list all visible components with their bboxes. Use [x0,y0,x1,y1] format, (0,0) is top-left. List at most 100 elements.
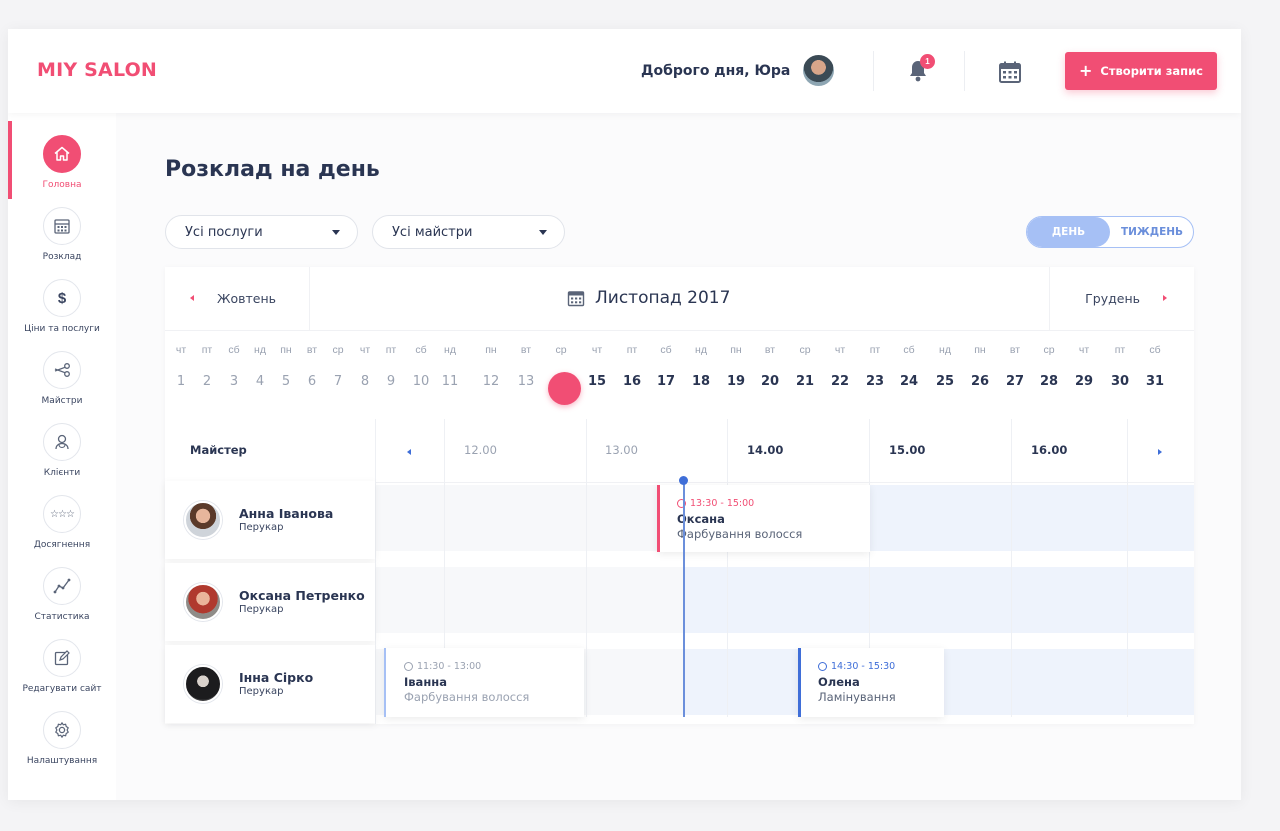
weekday-label: нд [939,344,951,356]
weekday-label: чт [359,344,371,356]
appointment-service: Фарбування волосся [404,690,530,704]
dollar-icon: $ [43,279,81,317]
current-month-label: Листопад 2017 [595,288,731,308]
chevron-left-icon[interactable] [407,449,411,455]
grid-line [1127,419,1128,717]
weekday-label: пт [869,344,881,356]
sidebar-item-prices[interactable]: $ Ціни та послуги [8,279,116,349]
sidebar: Головна Розклад $ Ціни та послуги Майстр… [8,113,116,800]
day-number: 10 [412,374,430,389]
next-month-button[interactable]: Грудень [1049,267,1194,331]
weekday-label: пн [485,344,497,356]
day-number: 4 [255,374,265,389]
masters-filter-select[interactable]: Усі майстри [372,215,565,249]
appointment-card[interactable]: 14:30 - 15:30 Олена Ламінування [798,648,944,717]
sidebar-item-home[interactable]: Головна [8,135,116,205]
weekday-label: пт [385,344,397,356]
sidebar-label: Налаштування [26,756,98,766]
prev-month-label: Жовтень [217,291,276,306]
weekday-label: ср [1043,344,1055,356]
sidebar-item-clients[interactable]: Клієнти [8,423,116,493]
day-number: 7 [333,374,343,389]
master-name: Оксана Петренко [239,588,365,603]
current-time-dot [679,476,688,485]
time-label: 14.00 [747,443,784,457]
appointment-time-text: 14:30 - 15:30 [831,661,896,672]
scissors-icon [43,351,81,389]
day-number: 26 [970,374,990,389]
chevron-right-icon[interactable] [1158,449,1162,455]
master-row[interactable]: Оксана Петренко Перукар [165,563,375,641]
current-month: Листопад 2017 [567,288,730,308]
day-number: 8 [360,374,370,389]
calendar-icon [43,207,81,245]
schedule-card: Жовтень Листопад 2017 Грудень чт 1 пт 2 сб 3 н… [165,267,1194,724]
avatar [184,583,222,621]
sidebar-item-achievements[interactable]: ☆☆☆ Досягнення [8,495,116,565]
header-divider [873,51,874,91]
view-day-button[interactable]: ДЕНЬ [1027,217,1110,247]
weekday-label: ср [332,344,344,356]
avatar [184,665,222,703]
weekday-label: нд [254,344,266,356]
appointment-card[interactable]: 13:30 - 15:00 Оксана Фарбування волосся [657,485,870,552]
days-strip: чт 1 пт 2 сб 3 нд 4 пн 5 вт 6 ср 7 чт 8 пт 9 сб 10 нд 11 пн 12 в… [165,332,1194,474]
logo[interactable]: MIY SALON [37,59,158,81]
chevron-left-icon [190,295,194,301]
sidebar-item-edit-site[interactable]: Редагувати сайт [8,639,116,709]
day-number: 30 [1110,374,1130,389]
master-row[interactable]: Анна Іванова Перукар [165,481,375,559]
master-role: Перукар [239,686,284,697]
sidebar-item-settings[interactable]: Налаштування [8,711,116,781]
appointment-card[interactable]: 11:30 - 13:00 Іванна Фарбування волосся [384,648,584,717]
services-filter-value: Усі послуги [185,224,263,240]
page-title: Розклад на день [165,157,380,182]
current-time-line [683,481,685,717]
chart-icon [43,567,81,605]
sidebar-label: Досягнення [33,540,91,550]
day-number: 23 [865,374,885,389]
weekday-label: чт [591,344,603,356]
caret-down-icon [539,230,547,235]
day-number: 18 [691,374,711,389]
prev-month-button[interactable]: Жовтень [165,267,310,331]
appointment-service: Ламінування [818,690,896,704]
calendar-icon[interactable] [998,60,1022,84]
master-row[interactable]: Інна Сірко Перукар [165,645,375,723]
weekday-label: пт [201,344,213,356]
user-avatar[interactable] [803,55,834,86]
weekday-label: чт [1078,344,1090,356]
next-month-label: Грудень [1085,291,1140,306]
weekday-label: пн [730,344,742,356]
day-number: 5 [281,374,291,389]
create-appointment-button[interactable]: + Створити запис [1065,52,1217,90]
gear-icon [43,711,81,749]
edit-icon [43,639,81,677]
time-label: 15.00 [889,443,926,457]
month-navigation: Жовтень Листопад 2017 Грудень [165,267,1194,331]
weekday-label: вт [520,344,532,356]
upcoming-time-area [683,567,1194,633]
plus-icon: + [1079,61,1093,80]
caret-down-icon [332,230,340,235]
sidebar-item-statistics[interactable]: Статистика [8,567,116,637]
weekday-label: пт [626,344,638,356]
weekday-label: сб [228,344,240,356]
appointment-accent [384,648,386,717]
grid-line [375,419,376,724]
view-week-button[interactable]: ТИЖДЕНЬ [1120,226,1184,238]
services-filter-select[interactable]: Усі послуги [165,215,358,249]
masters-filter-value: Усі майстри [392,224,473,240]
weekday-label: сб [415,344,427,356]
weekday-label: пн [280,344,292,356]
master-name: Анна Іванова [239,506,334,521]
sidebar-item-masters[interactable]: Майстри [8,351,116,421]
calendar-icon [567,291,585,307]
weekday-label: сб [1149,344,1161,356]
header-divider [964,51,965,91]
sidebar-item-schedule[interactable]: Розклад [8,207,116,277]
grid-line [727,419,728,717]
clock-icon [404,662,413,671]
weekday-label: пт [1114,344,1126,356]
master-column-header: Майстер [190,443,247,457]
